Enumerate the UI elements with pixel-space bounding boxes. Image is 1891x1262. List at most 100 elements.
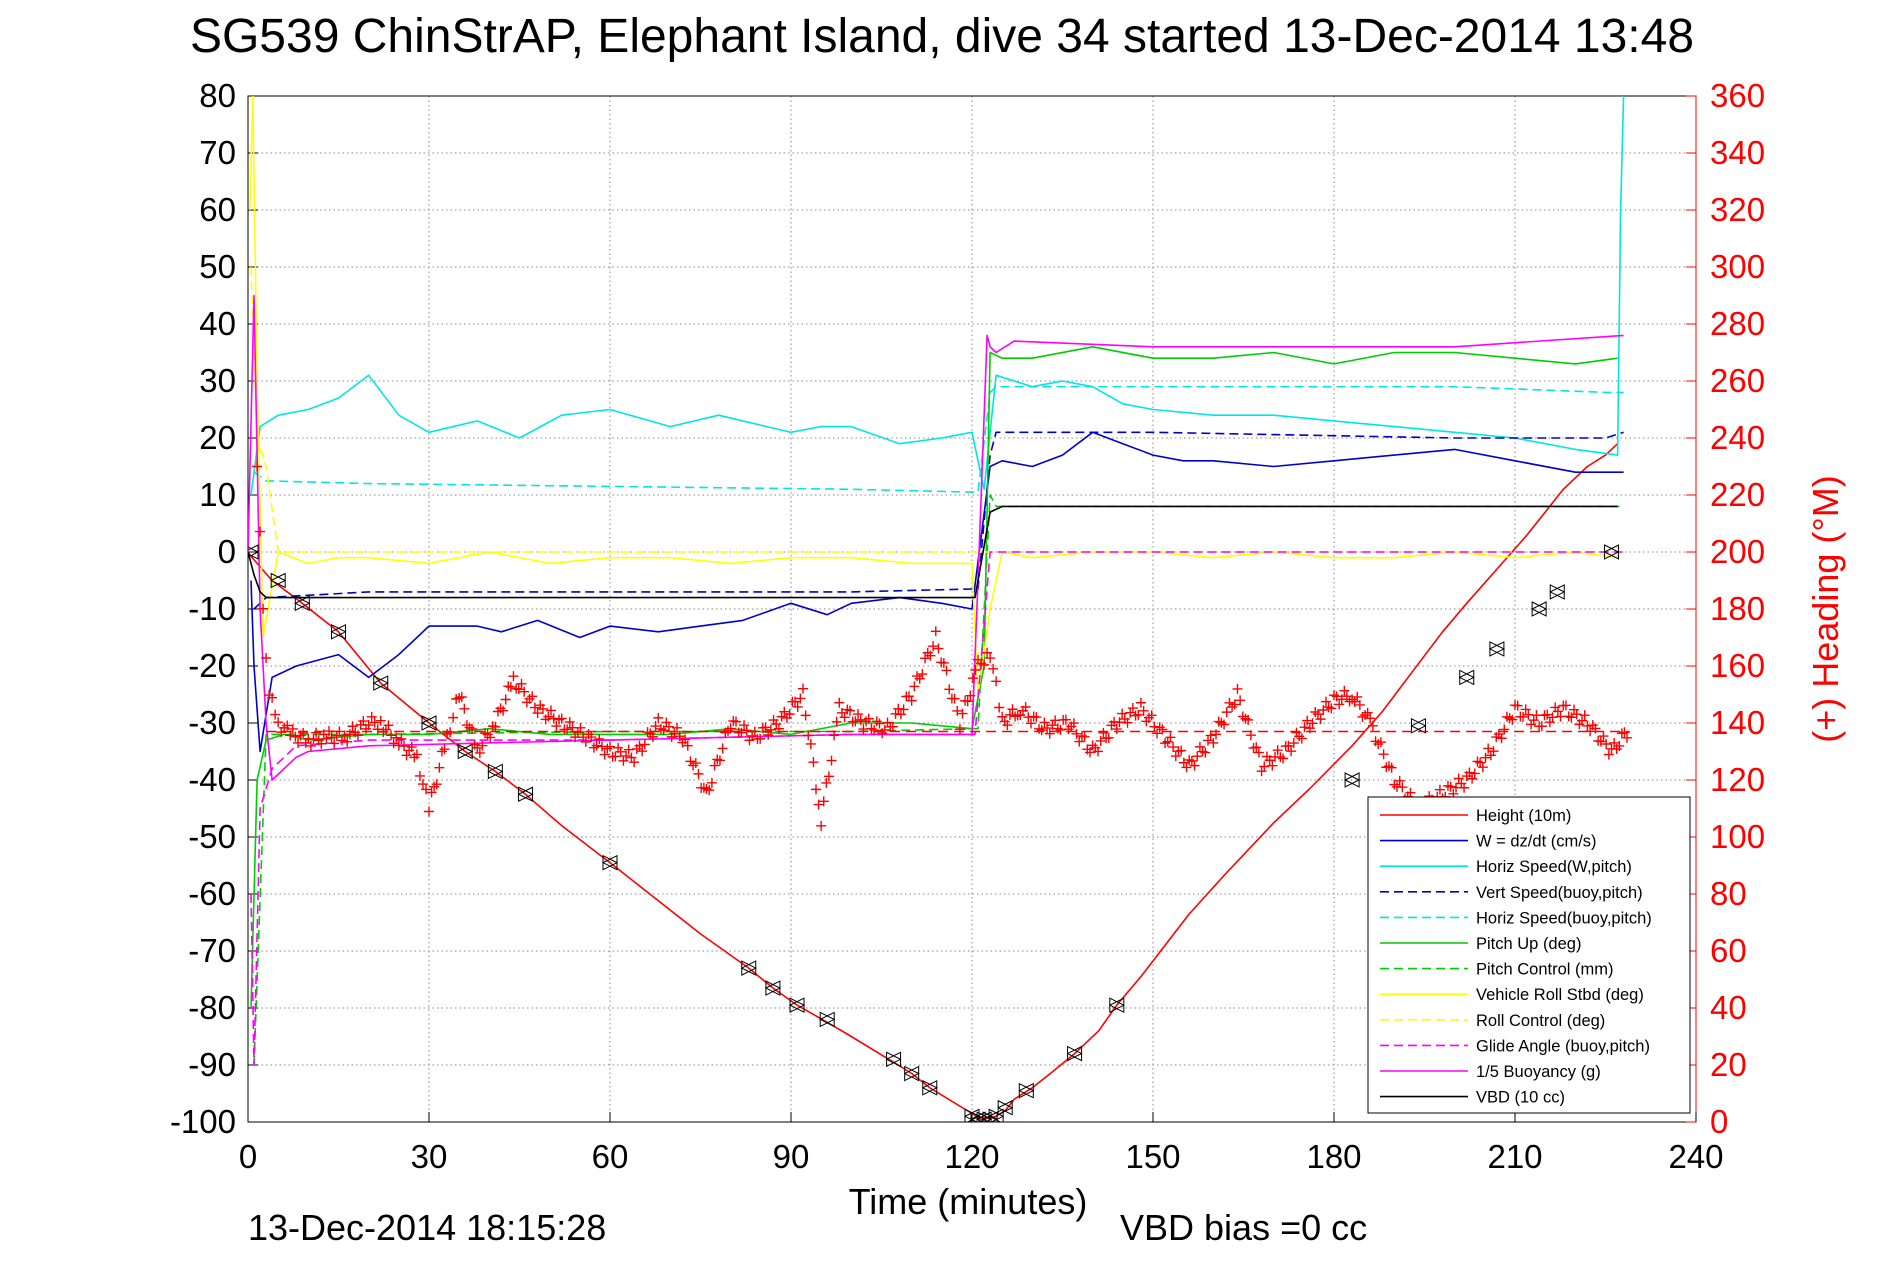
y-tick-label: 10 — [199, 476, 236, 513]
heading-point — [779, 706, 790, 717]
heading-point — [898, 704, 909, 715]
heading-point — [1093, 746, 1104, 757]
heading-point — [336, 735, 347, 746]
heading-point — [352, 730, 363, 741]
heading-point — [1512, 700, 1523, 711]
x-tick-label: 0 — [239, 1138, 257, 1175]
heading-point — [1286, 746, 1297, 757]
height-marker — [601, 854, 618, 871]
heading-point — [1251, 742, 1262, 753]
heading-point — [586, 732, 597, 743]
heading-point — [1577, 715, 1588, 726]
heading-point — [1373, 739, 1384, 750]
y-right-tick-label: 80 — [1710, 875, 1747, 912]
heading-series — [252, 461, 1633, 831]
heading-point — [803, 730, 814, 741]
heading-point — [1055, 724, 1066, 735]
legend: Height (10m) W = dz/dt (cm/s) Horiz Speed(… — [1367, 796, 1691, 1114]
y-tick-label: -40 — [188, 761, 236, 798]
heading-point — [375, 715, 386, 726]
heading-point — [800, 710, 811, 721]
heading-point — [863, 713, 874, 724]
heading-point — [562, 724, 573, 735]
height-marker — [1603, 544, 1620, 560]
heading-point — [1349, 696, 1360, 707]
y-right-tick-label: 100 — [1710, 818, 1765, 855]
heading-point — [1189, 760, 1200, 771]
heading-point — [1020, 701, 1031, 712]
height-marker — [885, 1051, 902, 1068]
x-tick-label: 210 — [1487, 1138, 1542, 1175]
heading-point — [1076, 730, 1087, 741]
heading-point — [556, 713, 567, 724]
height-marker — [788, 997, 805, 1013]
heading-point — [273, 717, 284, 728]
heading-point — [366, 711, 377, 722]
heading-point — [903, 691, 914, 702]
heading-point — [485, 732, 496, 743]
heading-point — [690, 758, 701, 769]
heading-point — [674, 731, 685, 742]
heading-point — [658, 725, 669, 736]
heading-point — [1475, 757, 1486, 768]
heading-point — [970, 664, 981, 675]
heading-point — [1360, 710, 1371, 721]
legend-label-11: VBD (10 cc) — [1476, 1089, 1565, 1107]
heading-point — [1084, 747, 1095, 758]
height-marker — [1066, 1045, 1083, 1062]
heading-point — [765, 724, 776, 735]
heading-point — [347, 721, 358, 732]
heading-point — [513, 684, 524, 695]
heading-point — [1146, 710, 1157, 721]
heading-point — [472, 742, 483, 753]
heading-point — [1176, 745, 1187, 756]
y-right-tick-label: 220 — [1710, 476, 1765, 513]
heading-point — [537, 703, 548, 714]
heading-point — [1483, 743, 1494, 754]
heading-point — [575, 722, 586, 733]
heading-point — [324, 726, 335, 737]
y-right-tick-label: 120 — [1710, 761, 1765, 798]
heading-point — [1331, 691, 1342, 702]
heading-point — [1560, 700, 1571, 711]
heading-point — [834, 697, 845, 708]
series-layer — [248, 96, 1625, 1120]
heading-point — [725, 723, 736, 734]
heading-point — [637, 746, 648, 757]
heading-point — [1386, 762, 1397, 773]
heading-point — [1336, 694, 1347, 705]
heading-point — [1459, 782, 1470, 793]
heading-point — [1256, 766, 1267, 777]
heading-point — [1318, 704, 1329, 715]
heading-point — [439, 744, 450, 755]
heading-point — [826, 755, 837, 766]
heading-point — [414, 770, 425, 781]
heading-point — [952, 705, 963, 716]
heading-point — [564, 716, 575, 727]
heading-point — [487, 721, 498, 732]
heading-point — [731, 716, 742, 727]
height-marker — [1549, 584, 1566, 600]
heading-point — [339, 730, 350, 741]
heading-point — [1259, 761, 1270, 772]
heading-point — [792, 701, 803, 712]
heading-point — [334, 726, 345, 737]
heading-point — [424, 806, 434, 817]
height-marker — [270, 572, 286, 589]
heading-point — [380, 724, 391, 735]
heading-point — [1477, 762, 1488, 773]
y-tick-label: -80 — [188, 989, 236, 1026]
heading-point — [1272, 745, 1283, 756]
heading-point — [308, 733, 319, 744]
heading-point — [1034, 723, 1045, 734]
heading-point — [949, 693, 960, 704]
heading-point — [1117, 708, 1128, 719]
legend-label-3: Vert Speed(buoy,pitch) — [1476, 884, 1643, 902]
heading-point — [1383, 761, 1394, 772]
heading-point — [1200, 747, 1211, 758]
heading-point — [1138, 705, 1149, 716]
x-tick-label: 240 — [1668, 1138, 1723, 1175]
y-tick-label: -60 — [188, 875, 236, 912]
legend-label-5: Pitch Up (deg) — [1476, 935, 1581, 953]
legend-label-10: 1/5 Buoyancy (g) — [1476, 1063, 1601, 1081]
